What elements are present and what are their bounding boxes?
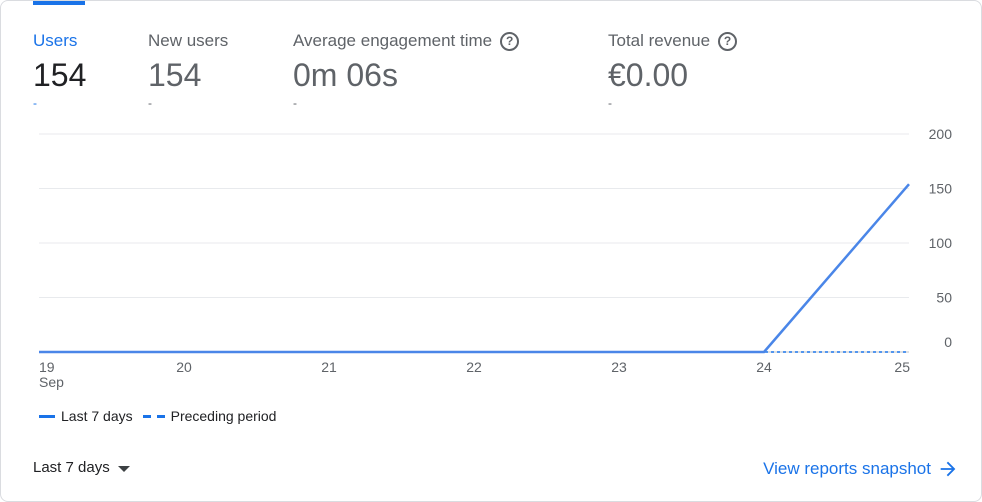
- tab-total-revenue-label: Total revenue: [608, 31, 711, 50]
- tab-users-label: Users: [33, 31, 78, 50]
- date-range-label: Last 7 days: [33, 459, 110, 476]
- view-reports-snapshot-link[interactable]: View reports snapshot: [763, 458, 959, 480]
- users-line-chart: 200 150 100 50 0 19 20 21 22 23 24 25 Sep: [39, 126, 953, 390]
- view-reports-snapshot-label: View reports snapshot: [763, 459, 931, 478]
- tab-total-revenue-value: €0.00: [608, 57, 689, 93]
- x-tick-label: 23: [611, 359, 627, 375]
- help-circle-icon[interactable]: ?: [718, 31, 738, 51]
- legend-label-current: Last 7 days: [61, 408, 133, 424]
- tab-users-value: 154: [33, 57, 87, 93]
- tab-total-revenue[interactable]: Total revenue ? €0.00 -: [608, 1, 768, 119]
- tab-users[interactable]: Users 154 -: [33, 1, 133, 119]
- y-tick-label: 50: [936, 290, 952, 306]
- chart-legend: Last 7 days Preceding period: [39, 406, 276, 426]
- tab-new-users[interactable]: New users 154 -: [148, 1, 268, 119]
- x-tick-label: 19: [39, 359, 55, 375]
- tab-average-engagement-time-label: Average engagement time: [293, 31, 493, 50]
- caret-down-icon: [117, 465, 130, 472]
- y-tick-label: 0: [944, 334, 952, 350]
- x-tick-label: 20: [176, 359, 192, 375]
- y-tick-label: 200: [929, 126, 953, 142]
- metric-tabs: Users 154 - New users 154 - Average enga…: [1, 1, 981, 121]
- series-line-last-7-days: [39, 183, 910, 354]
- tab-average-engagement-time[interactable]: Average engagement time ? 0m 06s -: [293, 1, 553, 119]
- tab-average-engagement-time-comparison: -: [293, 96, 297, 110]
- legend-item-preceding-period[interactable]: Preceding period: [142, 408, 277, 424]
- x-tick-label: 21: [321, 359, 337, 375]
- legend-solid-line-swatch: [39, 414, 55, 418]
- legend-dashed-line-swatch: [142, 414, 165, 418]
- date-range-dropdown[interactable]: Last 7 days: [33, 459, 130, 476]
- y-tick-label: 150: [929, 181, 953, 197]
- tab-average-engagement-time-value: 0m 06s: [293, 57, 398, 93]
- tab-new-users-label: New users: [148, 31, 229, 50]
- active-tab-indicator: [33, 1, 85, 5]
- x-tick-label: 24: [756, 359, 772, 375]
- legend-label-previous: Preceding period: [170, 408, 277, 424]
- tab-users-comparison: -: [33, 96, 37, 110]
- tab-new-users-comparison: -: [148, 96, 152, 110]
- help-circle-icon[interactable]: ?: [500, 31, 520, 51]
- arrow-right-icon: [940, 461, 956, 477]
- tab-new-users-value: 154: [148, 57, 202, 93]
- x-tick-label: 25: [894, 359, 910, 375]
- x-tick-sublabel: Sep: [39, 374, 64, 390]
- tab-total-revenue-comparison: -: [608, 96, 612, 110]
- legend-item-last-7-days[interactable]: Last 7 days: [39, 408, 133, 424]
- y-tick-label: 100: [929, 235, 953, 251]
- x-tick-label: 22: [466, 359, 482, 375]
